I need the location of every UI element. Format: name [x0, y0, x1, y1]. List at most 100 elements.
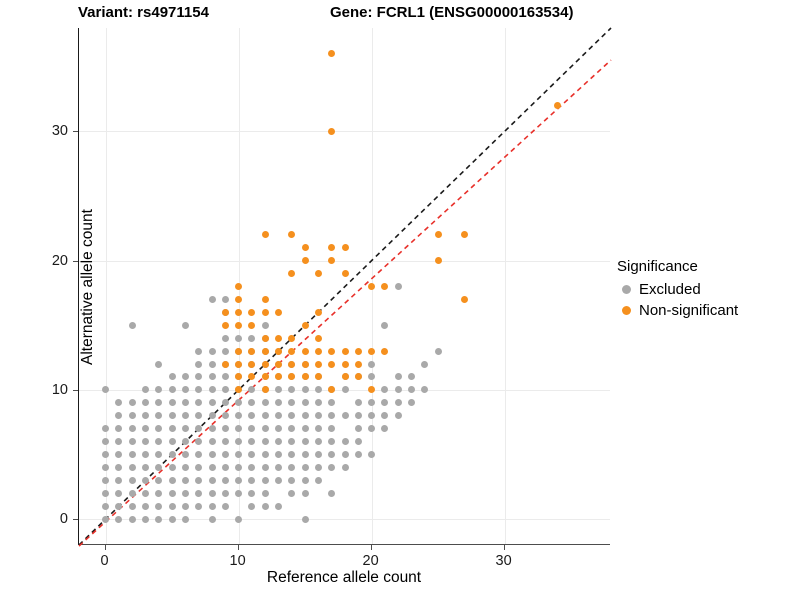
- data-point: [208, 295, 216, 303]
- data-point: [301, 489, 309, 497]
- data-point: [381, 347, 389, 355]
- data-point: [235, 360, 243, 368]
- data-point: [314, 360, 322, 368]
- data-point: [275, 425, 282, 433]
- reference-line-fitted: [78, 59, 612, 547]
- data-point: [155, 386, 163, 394]
- reference-lines: [78, 27, 612, 547]
- data-point: [288, 270, 296, 278]
- data-point: [142, 386, 149, 394]
- plot-panel: [78, 27, 612, 547]
- y-tick-label: 10: [51, 381, 68, 398]
- data-point: [301, 438, 309, 446]
- data-point: [314, 386, 322, 394]
- data-point: [235, 515, 243, 523]
- data-point: [381, 412, 389, 420]
- excluded-dot: [617, 281, 635, 299]
- plot-area: [78, 27, 612, 547]
- data-point: [288, 476, 296, 484]
- data-point: [195, 502, 203, 510]
- y-tick-label: 0: [59, 511, 68, 528]
- data-point: [248, 476, 256, 484]
- data-point: [115, 476, 123, 484]
- data-point: [102, 425, 110, 433]
- data-point: [261, 347, 269, 355]
- data-point: [102, 489, 110, 497]
- data-point: [394, 283, 402, 290]
- data-point: [235, 451, 243, 459]
- data-point: [328, 360, 336, 368]
- data-point: [221, 451, 229, 459]
- data-point: [288, 334, 296, 342]
- data-point: [248, 502, 256, 510]
- data-point: [102, 515, 110, 523]
- y-tick-label: 30: [51, 123, 68, 140]
- data-point: [195, 463, 203, 471]
- legend-item-label: Non-significant: [639, 302, 739, 319]
- data-point: [168, 425, 176, 433]
- data-point: [368, 347, 376, 355]
- data-point: [381, 425, 389, 433]
- data-point: [408, 386, 415, 394]
- data-point: [434, 347, 442, 355]
- legend-item-label: Excluded: [639, 281, 701, 298]
- data-point: [168, 463, 176, 471]
- data-point: [314, 334, 322, 342]
- data-point: [421, 360, 429, 368]
- data-point: [181, 425, 189, 433]
- data-point: [208, 425, 216, 433]
- data-point: [181, 502, 189, 510]
- y-axis-title: Alternative allele count: [78, 209, 96, 365]
- data-point: [261, 399, 269, 407]
- data-point: [368, 412, 376, 420]
- data-point: [115, 515, 123, 523]
- data-point: [314, 308, 322, 316]
- data-point: [248, 386, 256, 394]
- data-point: [328, 412, 336, 420]
- data-point: [142, 425, 149, 433]
- x-tick-label: 10: [229, 553, 246, 569]
- x-tick-label: 20: [362, 553, 379, 569]
- data-point: [328, 50, 336, 58]
- data-point: [314, 373, 322, 381]
- data-point: [155, 502, 163, 510]
- data-point: [288, 231, 296, 239]
- data-point: [341, 412, 349, 420]
- data-point: [248, 334, 256, 342]
- data-point: [168, 412, 176, 420]
- data-point: [288, 360, 296, 368]
- data-point: [314, 438, 322, 446]
- data-point: [102, 438, 110, 446]
- data-point: [394, 412, 402, 420]
- data-point: [195, 386, 203, 394]
- data-point: [115, 489, 123, 497]
- data-point: [195, 347, 203, 355]
- data-point: [301, 373, 309, 381]
- data-point: [301, 515, 309, 523]
- data-point: [275, 360, 282, 368]
- data-point: [181, 515, 189, 523]
- data-point: [181, 476, 189, 484]
- data-point: [328, 347, 336, 355]
- data-point: [314, 451, 322, 459]
- data-point: [341, 270, 349, 278]
- data-point: [142, 476, 149, 484]
- data-point: [248, 451, 256, 459]
- data-point: [128, 399, 136, 407]
- x-tick-mark: [370, 545, 372, 550]
- data-point: [275, 308, 282, 316]
- data-point: [155, 489, 163, 497]
- data-point: [102, 463, 110, 471]
- variant-title: Variant: rs4971154: [78, 4, 209, 21]
- data-point: [168, 476, 176, 484]
- data-point: [328, 425, 336, 433]
- data-point: [288, 347, 296, 355]
- data-point: [301, 347, 309, 355]
- data-point: [155, 476, 163, 484]
- data-point: [261, 308, 269, 316]
- data-point: [235, 334, 243, 342]
- data-point: [275, 334, 282, 342]
- data-point: [275, 373, 282, 381]
- data-point: [328, 399, 336, 407]
- data-point: [128, 321, 136, 329]
